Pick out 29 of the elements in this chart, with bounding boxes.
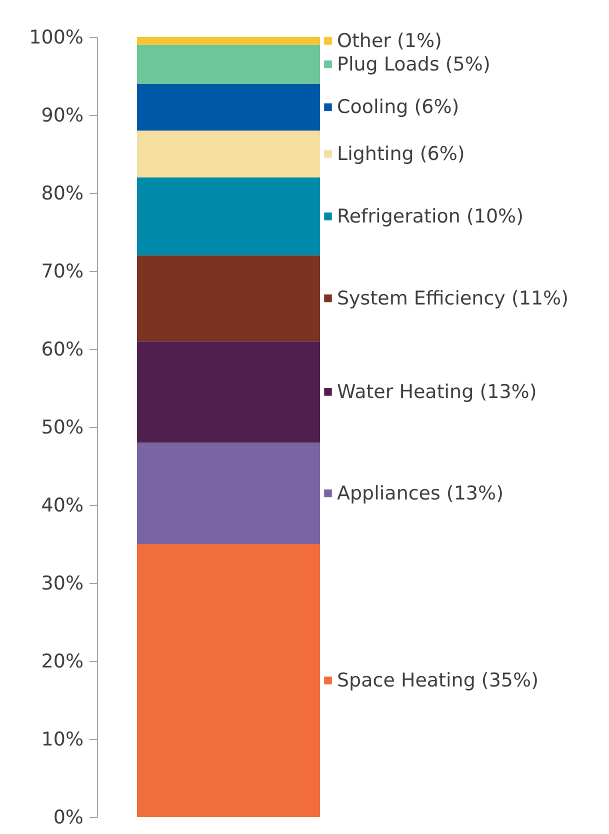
y-tick-label: 30%	[41, 572, 84, 594]
legend-label: Refrigeration (10%)	[337, 205, 524, 228]
legend-label: System Efficiency (11%)	[337, 287, 569, 310]
y-tick-label: 90%	[41, 104, 84, 126]
legend-label: Plug Loads (5%)	[337, 53, 490, 76]
bar	[137, 177, 320, 256]
y-tick-label: 40%	[41, 494, 84, 516]
y-tick-label: 10%	[41, 728, 84, 750]
legend-label: Cooling (6%)	[337, 96, 460, 118]
bar	[137, 442, 320, 544]
y-tick-label: 70%	[41, 260, 84, 282]
y-tick-label: 20%	[41, 650, 84, 672]
y-tick-label: 80%	[41, 182, 84, 204]
y-tick-label: 60%	[41, 338, 84, 360]
legend-label: Space Heating (35%)	[337, 670, 538, 692]
legend-label: Appliances (13%)	[337, 482, 504, 504]
bar	[137, 341, 320, 443]
y-tick-label: 50%	[41, 416, 84, 438]
bar	[137, 37, 320, 45]
legend-label: Water Heating (13%)	[337, 380, 537, 403]
bar	[137, 84, 320, 131]
bar	[137, 255, 320, 342]
legend-label: Lighting (6%)	[337, 143, 465, 165]
bar	[137, 544, 320, 817]
y-tick-label: 100%	[29, 26, 84, 48]
y-tick-label: 0%	[53, 806, 84, 828]
bar	[137, 130, 320, 178]
bar	[137, 44, 320, 84]
legend-label: Other (1%)	[337, 30, 442, 52]
